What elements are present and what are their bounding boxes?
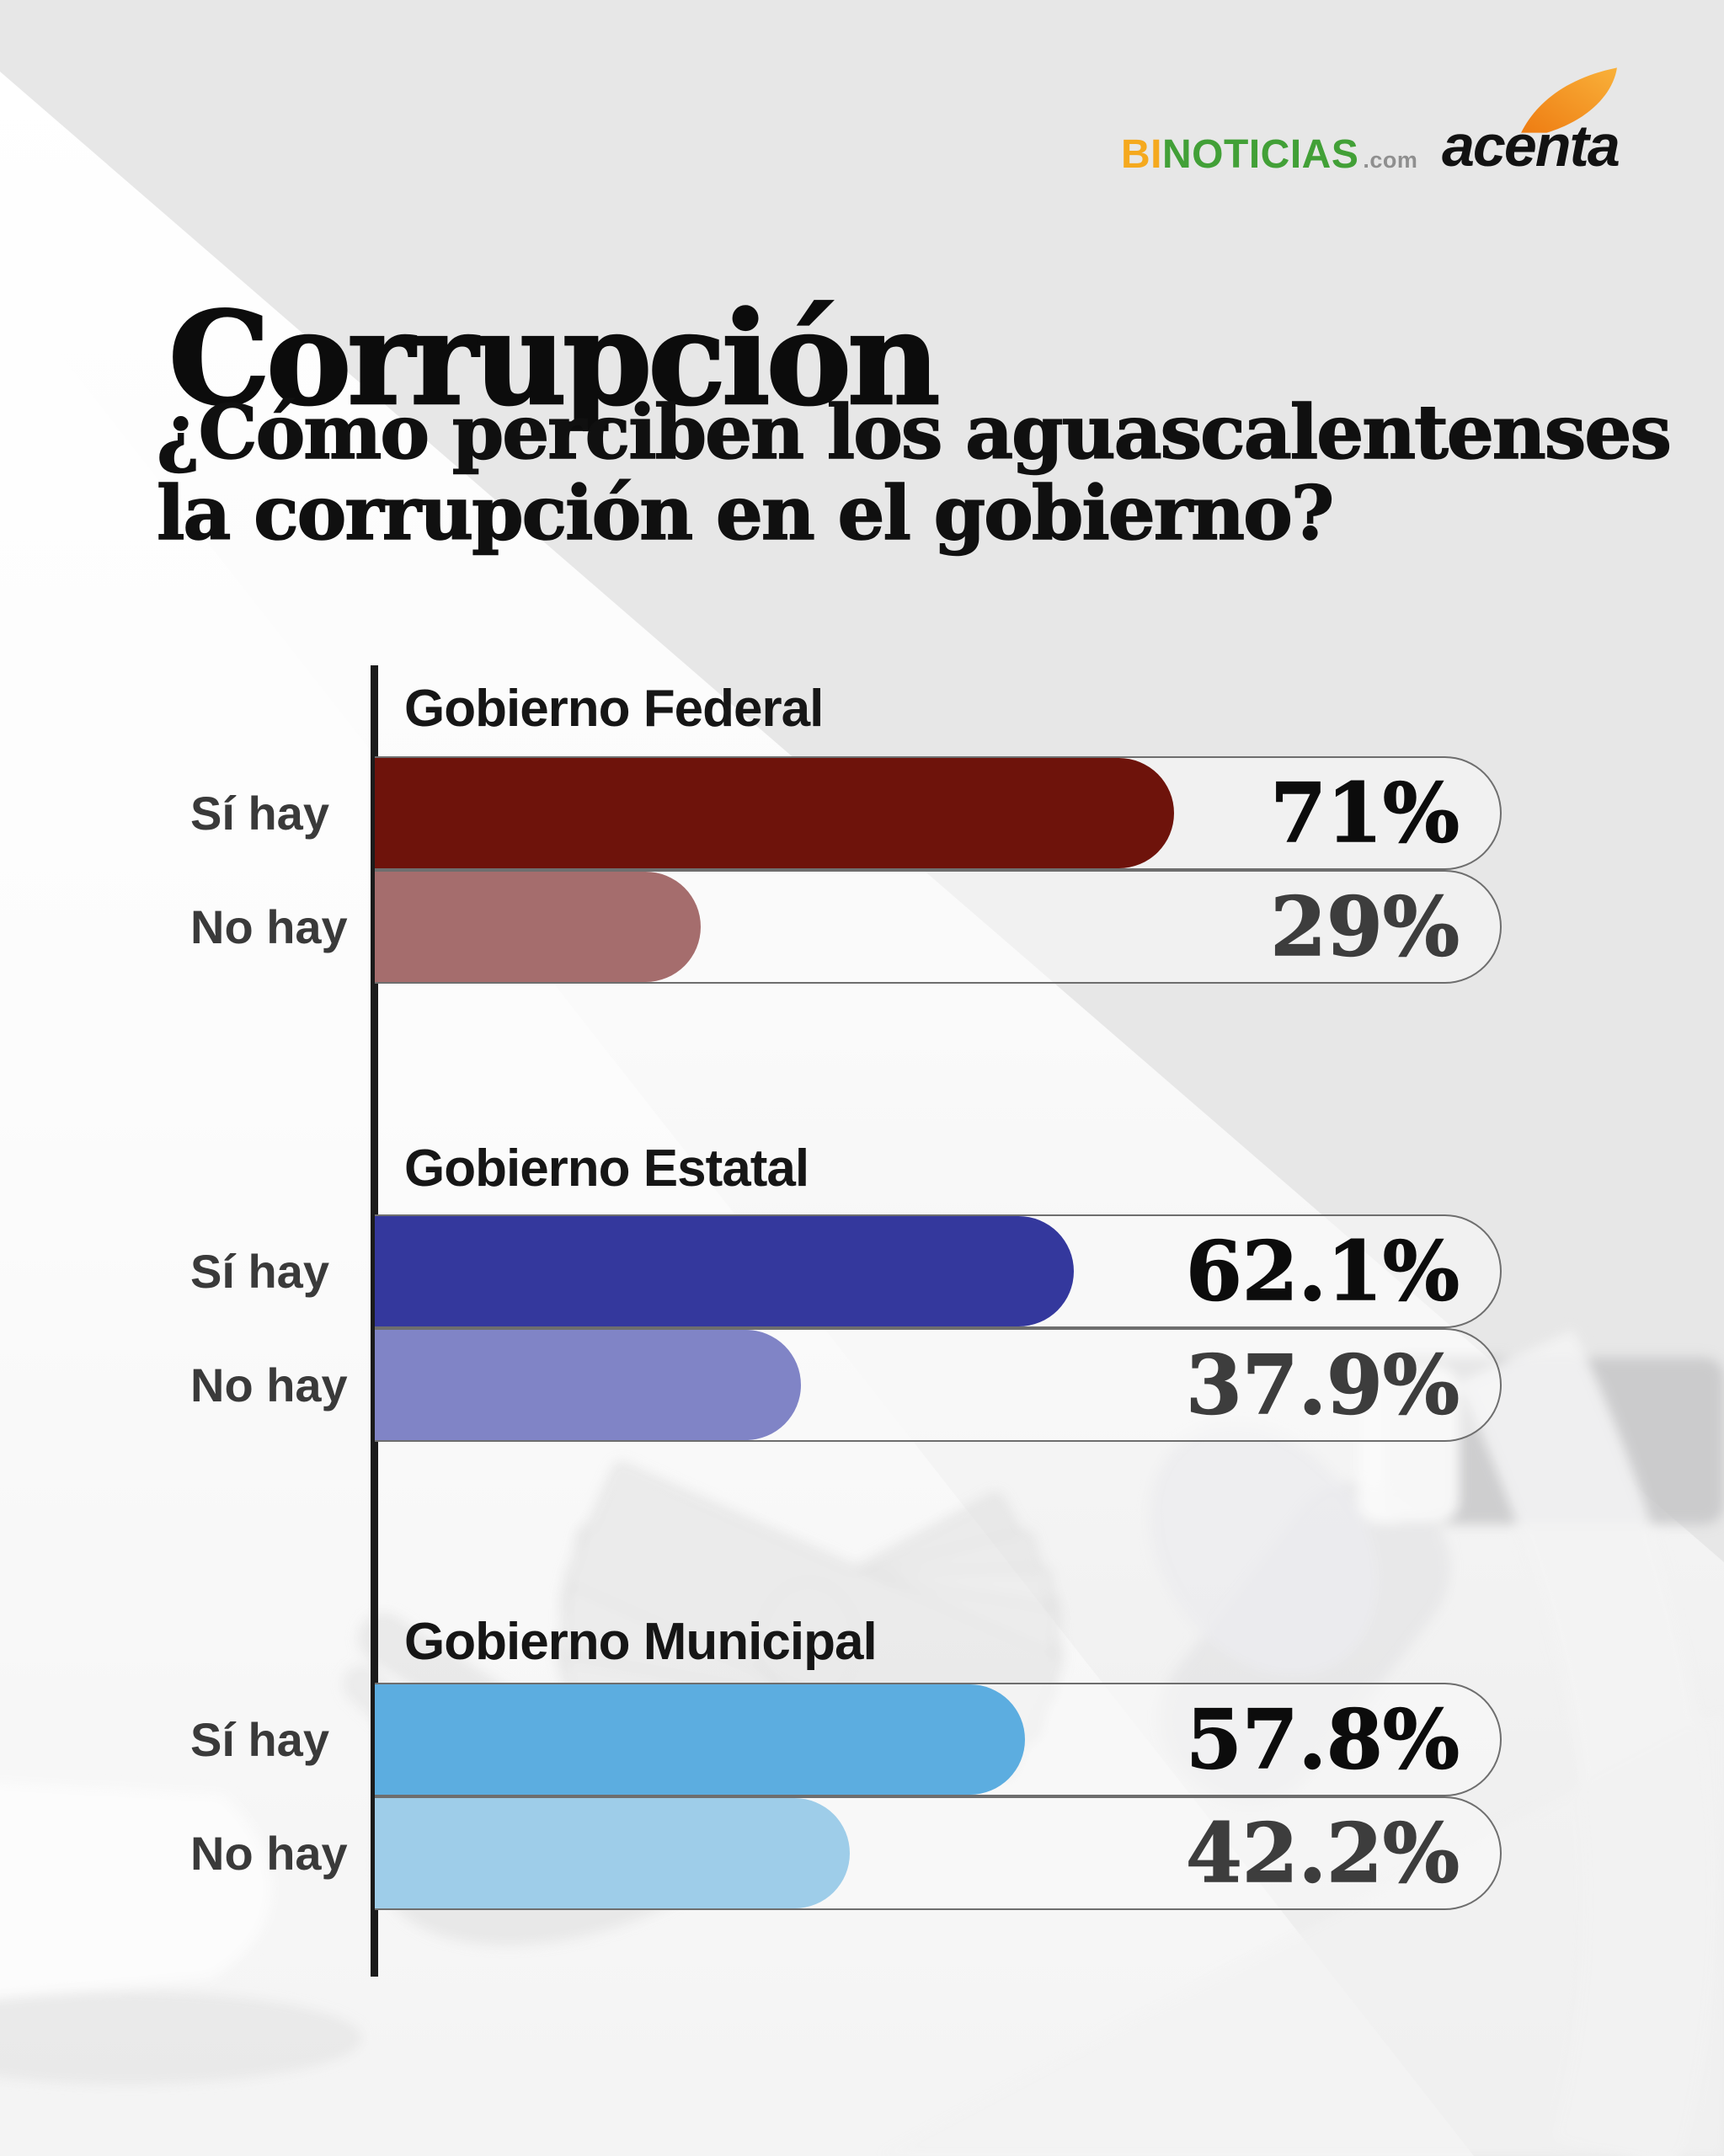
category-label: Sí hay <box>190 787 329 840</box>
bar-no-hay <box>375 1798 850 1908</box>
category-label: No hay <box>190 1358 348 1412</box>
bar-track: 37.9% <box>375 1328 1502 1442</box>
y-axis-line <box>371 665 378 1977</box>
binoticias-logo: BINOTICIAS .com <box>1121 135 1417 175</box>
acenta-swoosh-icon <box>1521 67 1617 133</box>
bar-si-hay <box>375 1216 1074 1326</box>
value-label: 62.1% <box>1185 1223 1460 1320</box>
value-label: 42.2% <box>1185 1805 1460 1902</box>
bar-track: 71% <box>375 756 1502 870</box>
bar-si-hay <box>375 1684 1025 1795</box>
value-label: 57.8% <box>1185 1691 1460 1788</box>
group-label: Gobierno Federal <box>404 680 824 738</box>
bar-track: 42.2% <box>375 1796 1502 1910</box>
value-label: 37.9% <box>1185 1337 1460 1433</box>
binoticias-logo-com: .com <box>1363 147 1418 173</box>
page-title: Corrupción <box>168 282 942 434</box>
binoticias-logo-bi: BI <box>1121 132 1162 177</box>
acenta-logo: acenta <box>1442 67 1620 175</box>
page-subtitle: ¿Cómo perciben los aguascalentenses la c… <box>156 388 1672 557</box>
group-label: Gobierno Municipal <box>404 1613 878 1671</box>
group-label: Gobierno Estatal <box>404 1139 809 1198</box>
value-label: 71% <box>1269 765 1460 862</box>
bar-si-hay <box>375 758 1174 868</box>
bar-track: 57.8% <box>375 1683 1502 1796</box>
category-label: No hay <box>190 1827 348 1880</box>
subtitle-line-1: ¿Cómo perciben los aguascalentenses <box>156 388 1672 476</box>
value-label: 29% <box>1269 878 1460 975</box>
bar-no-hay <box>375 1330 801 1440</box>
bar-track: 62.1% <box>375 1214 1502 1328</box>
binoticias-logo-noticias: NOTICIAS <box>1162 132 1359 177</box>
subtitle-line-2: la corrupción en el gobierno? <box>156 469 1335 557</box>
bar-no-hay <box>375 872 701 982</box>
category-label: Sí hay <box>190 1713 329 1766</box>
category-label: No hay <box>190 900 348 953</box>
category-label: Sí hay <box>190 1245 329 1298</box>
bar-track: 29% <box>375 870 1502 984</box>
